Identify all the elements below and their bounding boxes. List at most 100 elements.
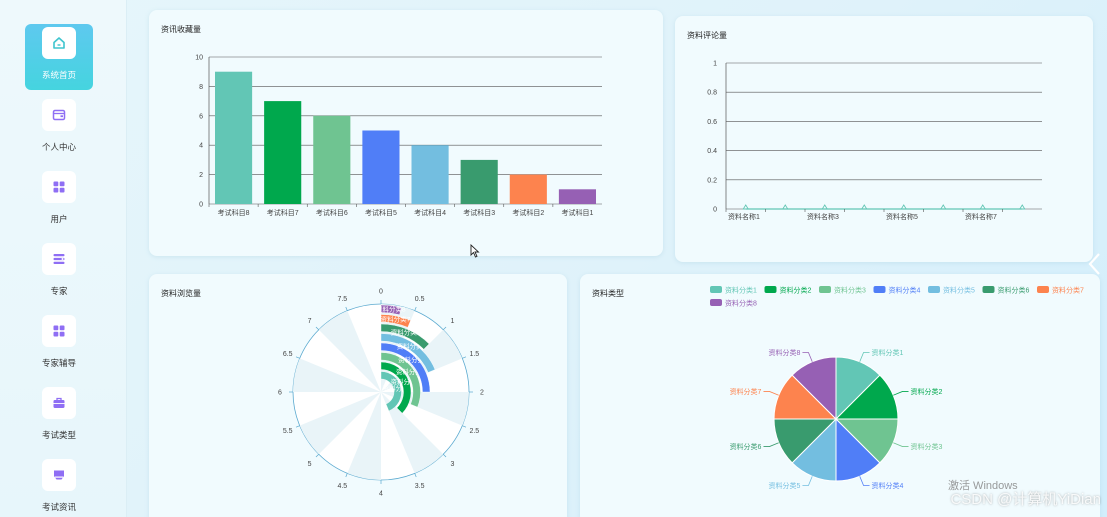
pie-label-line <box>763 391 779 396</box>
legend-label: 资料分类4 <box>889 286 921 295</box>
polar-bar-label: 资料分类2 <box>390 377 420 386</box>
angle-tick-label: 4.5 <box>337 483 347 490</box>
list-icon <box>42 243 76 275</box>
angle-tick <box>295 425 300 428</box>
y-tick-label: 0 <box>713 207 717 214</box>
briefcase-icon <box>42 387 76 419</box>
sidebar-item-label: 考试资讯 <box>41 502 76 512</box>
y-tick-label: 0 <box>199 202 203 209</box>
legend-label: 资料分类1 <box>725 286 757 295</box>
angle-tick-label: 6.5 <box>283 351 293 358</box>
bar <box>264 101 302 204</box>
sidebar-item-5[interactable]: 专家辅导 <box>25 312 93 378</box>
y-tick-label: 6 <box>199 113 203 120</box>
angle-tick <box>295 356 300 359</box>
angle-tick-label: 2.5 <box>469 428 479 435</box>
favorites-chart-card: 资讯收藏量 0 2 4 6 8 10 考试科目8 考试科目7 考试科目6 考试科目5 考试科目4 考试… <box>149 10 663 256</box>
polar-bar-label: 资料分类6 <box>391 328 421 337</box>
angle-tick-label: 3 <box>450 461 454 468</box>
data-point <box>1018 204 1026 210</box>
pie-label-line <box>763 442 779 447</box>
y-tick-label: 8 <box>199 84 203 91</box>
polar-bar <box>380 361 412 414</box>
sidebar-item-4[interactable]: 专家 <box>25 240 93 306</box>
sidebar: 系统首页 个人中心 用户专家专家辅导考试类型考试资讯 <box>0 0 127 517</box>
data-point <box>900 204 908 210</box>
angle-tick-label: 1 <box>450 318 454 325</box>
pie-label-line <box>893 391 909 396</box>
angle-tick-label: 3.5 <box>415 483 425 490</box>
comments-chart-title: 资料评论量 <box>687 31 727 40</box>
y-tick-label: 0.4 <box>707 148 717 155</box>
pie-label-line <box>859 476 870 486</box>
polar-bar-label: 资料分类8 <box>376 304 406 313</box>
legend-swatch <box>764 286 777 293</box>
bar <box>509 174 547 204</box>
x-tick-label: 考试科目4 <box>414 208 446 217</box>
browse-polar-chart: 00.511.522.533.544.555.566.577.5资料分类1资料分… <box>278 289 484 498</box>
sidebar-item-2[interactable]: 个人中心 <box>25 96 93 162</box>
sidebar-item-6[interactable]: 考试类型 <box>25 384 93 450</box>
favorites-bar-chart: 0 2 4 6 8 10 考试科目8 考试科目7 考试科目6 考试科目5 考试科目4 考试科目3 考试科… <box>195 55 602 217</box>
grid-icon <box>42 315 76 347</box>
pie-label: 资料分类6 <box>730 442 762 451</box>
legend-label: 资料分类7 <box>1052 286 1084 295</box>
pie-label: 资料分类7 <box>730 387 762 396</box>
pie-label-line <box>859 352 870 362</box>
legend-label: 资料分类5 <box>943 286 975 295</box>
polar-bar-label: 资料分类7 <box>381 315 411 324</box>
x-tick-label: 考试科目8 <box>218 208 250 217</box>
data-point <box>979 204 987 210</box>
bar <box>215 71 253 204</box>
sidebar-item-7[interactable]: 考试资讯 <box>25 456 93 517</box>
legend-swatch <box>710 286 722 293</box>
angle-tick-label: 2 <box>480 390 484 397</box>
wallet-icon <box>42 99 76 131</box>
x-tick-label: 资料名称1 <box>728 212 760 221</box>
chevron-right-icon[interactable] <box>1087 252 1101 276</box>
angle-tick-label: 0.5 <box>415 296 425 303</box>
angle-tick <box>414 473 417 478</box>
angle-split-area <box>318 310 381 392</box>
sidebar-item-1[interactable]: 系统首页 <box>25 24 93 90</box>
bar <box>362 130 400 204</box>
data-point <box>781 204 789 210</box>
y-tick-label: 4 <box>199 143 203 150</box>
y-tick-label: 0.6 <box>707 119 717 126</box>
sidebar-item-label: 考试类型 <box>41 430 76 440</box>
pie-label-line <box>802 476 813 486</box>
pie-label-line <box>893 442 909 447</box>
angle-tick-label: 1.5 <box>469 351 479 358</box>
y-tick-label: 10 <box>195 55 203 62</box>
angle-tick-label: 5 <box>308 461 312 468</box>
polar-bar-label: 资料分类1 <box>383 384 413 393</box>
y-tick-label: 0.8 <box>707 90 717 97</box>
angle-tick <box>315 326 320 331</box>
angle-tick <box>462 356 467 359</box>
x-tick-label: 考试科目3 <box>463 208 495 217</box>
legend-label: 资料分类2 <box>780 286 812 295</box>
sidebar-item-3[interactable]: 用户 <box>25 168 93 234</box>
pie-label: 资料分类1 <box>872 348 904 357</box>
x-tick-label: 考试科目5 <box>365 208 397 217</box>
polar-bar <box>380 333 436 373</box>
pie-label: 资料分类4 <box>872 481 904 490</box>
data-point <box>860 204 868 210</box>
types-chart-title: 资料类型 <box>592 289 624 298</box>
types-pie-chart: 资料分类1 资料分类2 资料分类3 资料分类4 资料分类5 资料分类6 资料分类7 资料分类8… <box>710 286 1084 490</box>
legend-label: 资料分类3 <box>834 286 866 295</box>
data-point <box>939 204 947 210</box>
legend-swatch <box>819 286 831 293</box>
legend-swatch <box>928 286 940 293</box>
browse-chart-title: 资料浏览量 <box>161 289 201 298</box>
y-tick-label: 1 <box>713 61 717 68</box>
bar <box>411 145 449 204</box>
tag-icon <box>42 459 76 491</box>
legend-label: 资料分类6 <box>998 286 1030 295</box>
sidebar-item-label: 专家 <box>50 286 68 296</box>
comments-line-chart: 0 0.2 0.4 0.6 0.8 1 资料名称1 资料名称3 资料名称5 资料名称7 <box>707 61 1042 221</box>
bar <box>313 115 351 204</box>
x-tick-label: 资料名称5 <box>886 212 918 221</box>
angle-tick-label: 0 <box>379 289 383 296</box>
bar <box>460 159 498 204</box>
